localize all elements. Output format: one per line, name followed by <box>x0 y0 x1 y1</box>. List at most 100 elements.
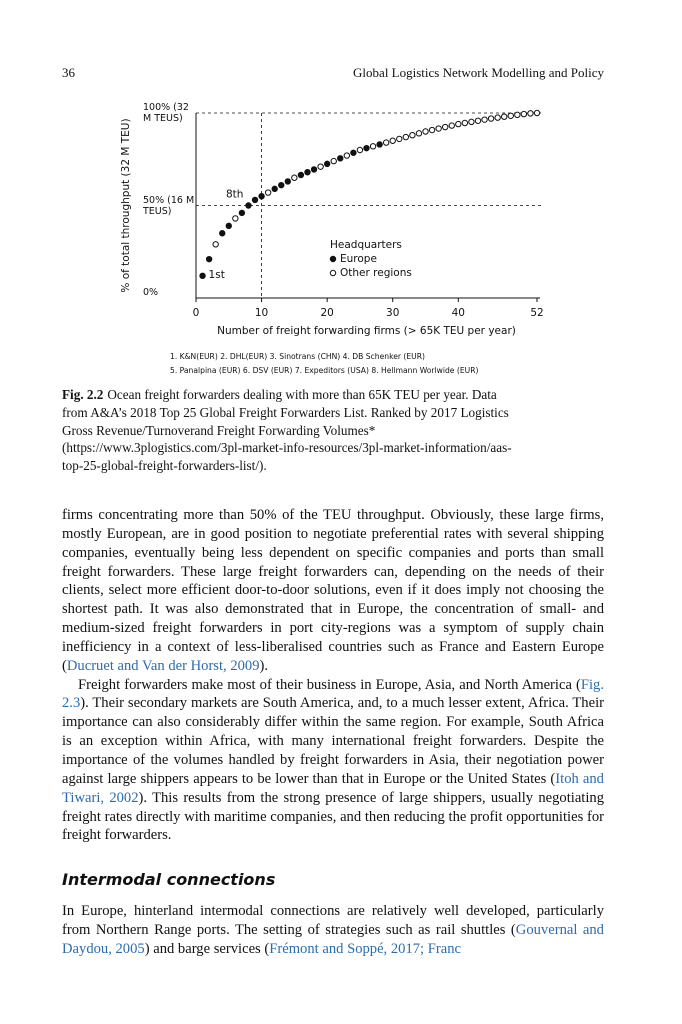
legend-label: Other regions <box>340 267 412 279</box>
point <box>468 118 475 126</box>
chart: 0% 50% (16 M TEUS) 100% (32 M TEUS) 0 10 20 30… <box>120 102 544 337</box>
point <box>455 120 462 128</box>
point <box>330 157 337 165</box>
paragraph: firms concentrating more than 50% of the… <box>62 506 604 676</box>
point <box>278 181 285 189</box>
y-tick-text: 100% (32 M TEUS) <box>143 102 189 124</box>
point <box>501 113 508 120</box>
text: ) and barge services ( <box>144 940 270 957</box>
point <box>225 222 232 230</box>
text: firms concentrating more than 50% of the… <box>62 507 604 674</box>
point <box>232 215 239 222</box>
point <box>350 149 357 156</box>
section-heading: Intermodal connections <box>62 870 276 889</box>
point <box>212 241 219 248</box>
point <box>527 110 534 117</box>
section-text: In Europe, hinterland intermodal connect… <box>62 902 604 959</box>
annotation: 8th <box>226 189 243 201</box>
point <box>323 160 331 168</box>
citation-link[interactable]: Gouvernal and Daydou, 2005 <box>62 921 604 957</box>
point <box>284 178 292 185</box>
y-tick-text: 50% (16 M TEUS) <box>143 194 195 217</box>
point <box>435 125 442 132</box>
point <box>382 139 390 146</box>
caption-text: Ocean freight forwarders dealing with mo… <box>62 387 512 474</box>
x-tick-label: 52 <box>530 307 543 319</box>
legend-marker <box>329 255 337 263</box>
point <box>520 110 528 118</box>
point <box>415 130 423 137</box>
x-tick-label: 10 <box>255 307 268 319</box>
citation-link[interactable]: Fig. 2.3 <box>62 676 604 712</box>
citation-link[interactable]: Frémont and Soppé, 2017; Franc <box>269 940 461 957</box>
text: Freight forwarders make most of their bu… <box>78 676 581 693</box>
point <box>363 144 370 152</box>
point <box>219 230 226 237</box>
text: ). This results from the strong presence… <box>62 789 605 844</box>
y-tick-label: 0% <box>143 287 159 298</box>
running-title: Global Logistics Network Modelling and P… <box>353 65 604 80</box>
point <box>297 171 305 179</box>
point <box>264 189 272 196</box>
x-axis-title: Number of freight forwarding firms (> 65… <box>217 325 516 337</box>
note-line: 1. K&N(EUR) 2. DHL(EUR) 3. Sinotrans (CH… <box>170 352 425 361</box>
point <box>199 272 206 280</box>
point <box>304 169 311 176</box>
point <box>461 119 469 127</box>
note-line: 5. Panalpina (EUR) 6. DSV (EUR) 7. Exped… <box>170 366 479 375</box>
chart-notes: 1. K&N(EUR) 2. DHL(EUR) 3. Sinotrans (CH… <box>170 350 478 378</box>
y-tick-label: 50% (16 M TEUS) <box>143 194 195 217</box>
text: In Europe, hinterland intermodal connect… <box>62 903 604 938</box>
x-tick-label: 40 <box>452 307 465 319</box>
figure-caption: Fig. 2.2 Ocean freight forwarders dealing… <box>62 386 517 475</box>
point <box>369 143 377 150</box>
paragraph: In Europe, hinterland intermodal connect… <box>62 902 604 959</box>
point <box>428 126 436 134</box>
point <box>291 174 298 181</box>
point <box>474 117 482 124</box>
annotation: 1st <box>209 269 225 281</box>
point <box>317 163 324 170</box>
point <box>205 255 213 263</box>
point <box>494 114 501 121</box>
point <box>441 123 449 131</box>
legend-marker <box>329 269 337 277</box>
y-axis-title: % of total throughput (32 M TEU) <box>120 118 132 292</box>
legend-title: Headquarters <box>330 239 402 251</box>
text: ). <box>259 657 269 674</box>
x-tick-label: 0 <box>193 307 200 319</box>
point <box>448 122 455 129</box>
point <box>389 137 396 144</box>
y-tick-label: 100% (32 M TEUS) <box>143 102 189 124</box>
legend-label: Europe <box>340 253 377 265</box>
point <box>245 202 252 209</box>
citation-link[interactable]: Itoh and Tiwari, 2002 <box>62 770 604 806</box>
point <box>271 185 278 193</box>
point <box>310 166 318 173</box>
point <box>376 141 383 148</box>
point <box>402 133 410 141</box>
body-text: firms concentrating more than 50% of the… <box>62 506 604 845</box>
point <box>507 112 514 119</box>
citation-link[interactable]: Ducruet and Van der Horst, 2009 <box>66 657 260 674</box>
point <box>422 128 429 135</box>
point <box>396 135 403 143</box>
point <box>487 115 495 122</box>
point <box>337 155 344 162</box>
point <box>481 116 488 123</box>
paragraph: Freight forwarders make most of their bu… <box>62 676 604 846</box>
point <box>258 193 265 200</box>
x-tick-label: 20 <box>320 307 333 319</box>
point <box>514 111 521 119</box>
x-tick-label: 30 <box>386 307 399 319</box>
text: ). Their secondary markets are South Ame… <box>62 695 604 787</box>
caption-label: Fig. 2.2 <box>62 387 104 402</box>
point <box>409 132 416 139</box>
y-tick-text: 0% <box>143 287 159 298</box>
point <box>238 209 246 217</box>
page-number: 36 <box>62 65 75 80</box>
point <box>343 152 351 159</box>
point <box>533 109 541 117</box>
point <box>251 196 259 204</box>
